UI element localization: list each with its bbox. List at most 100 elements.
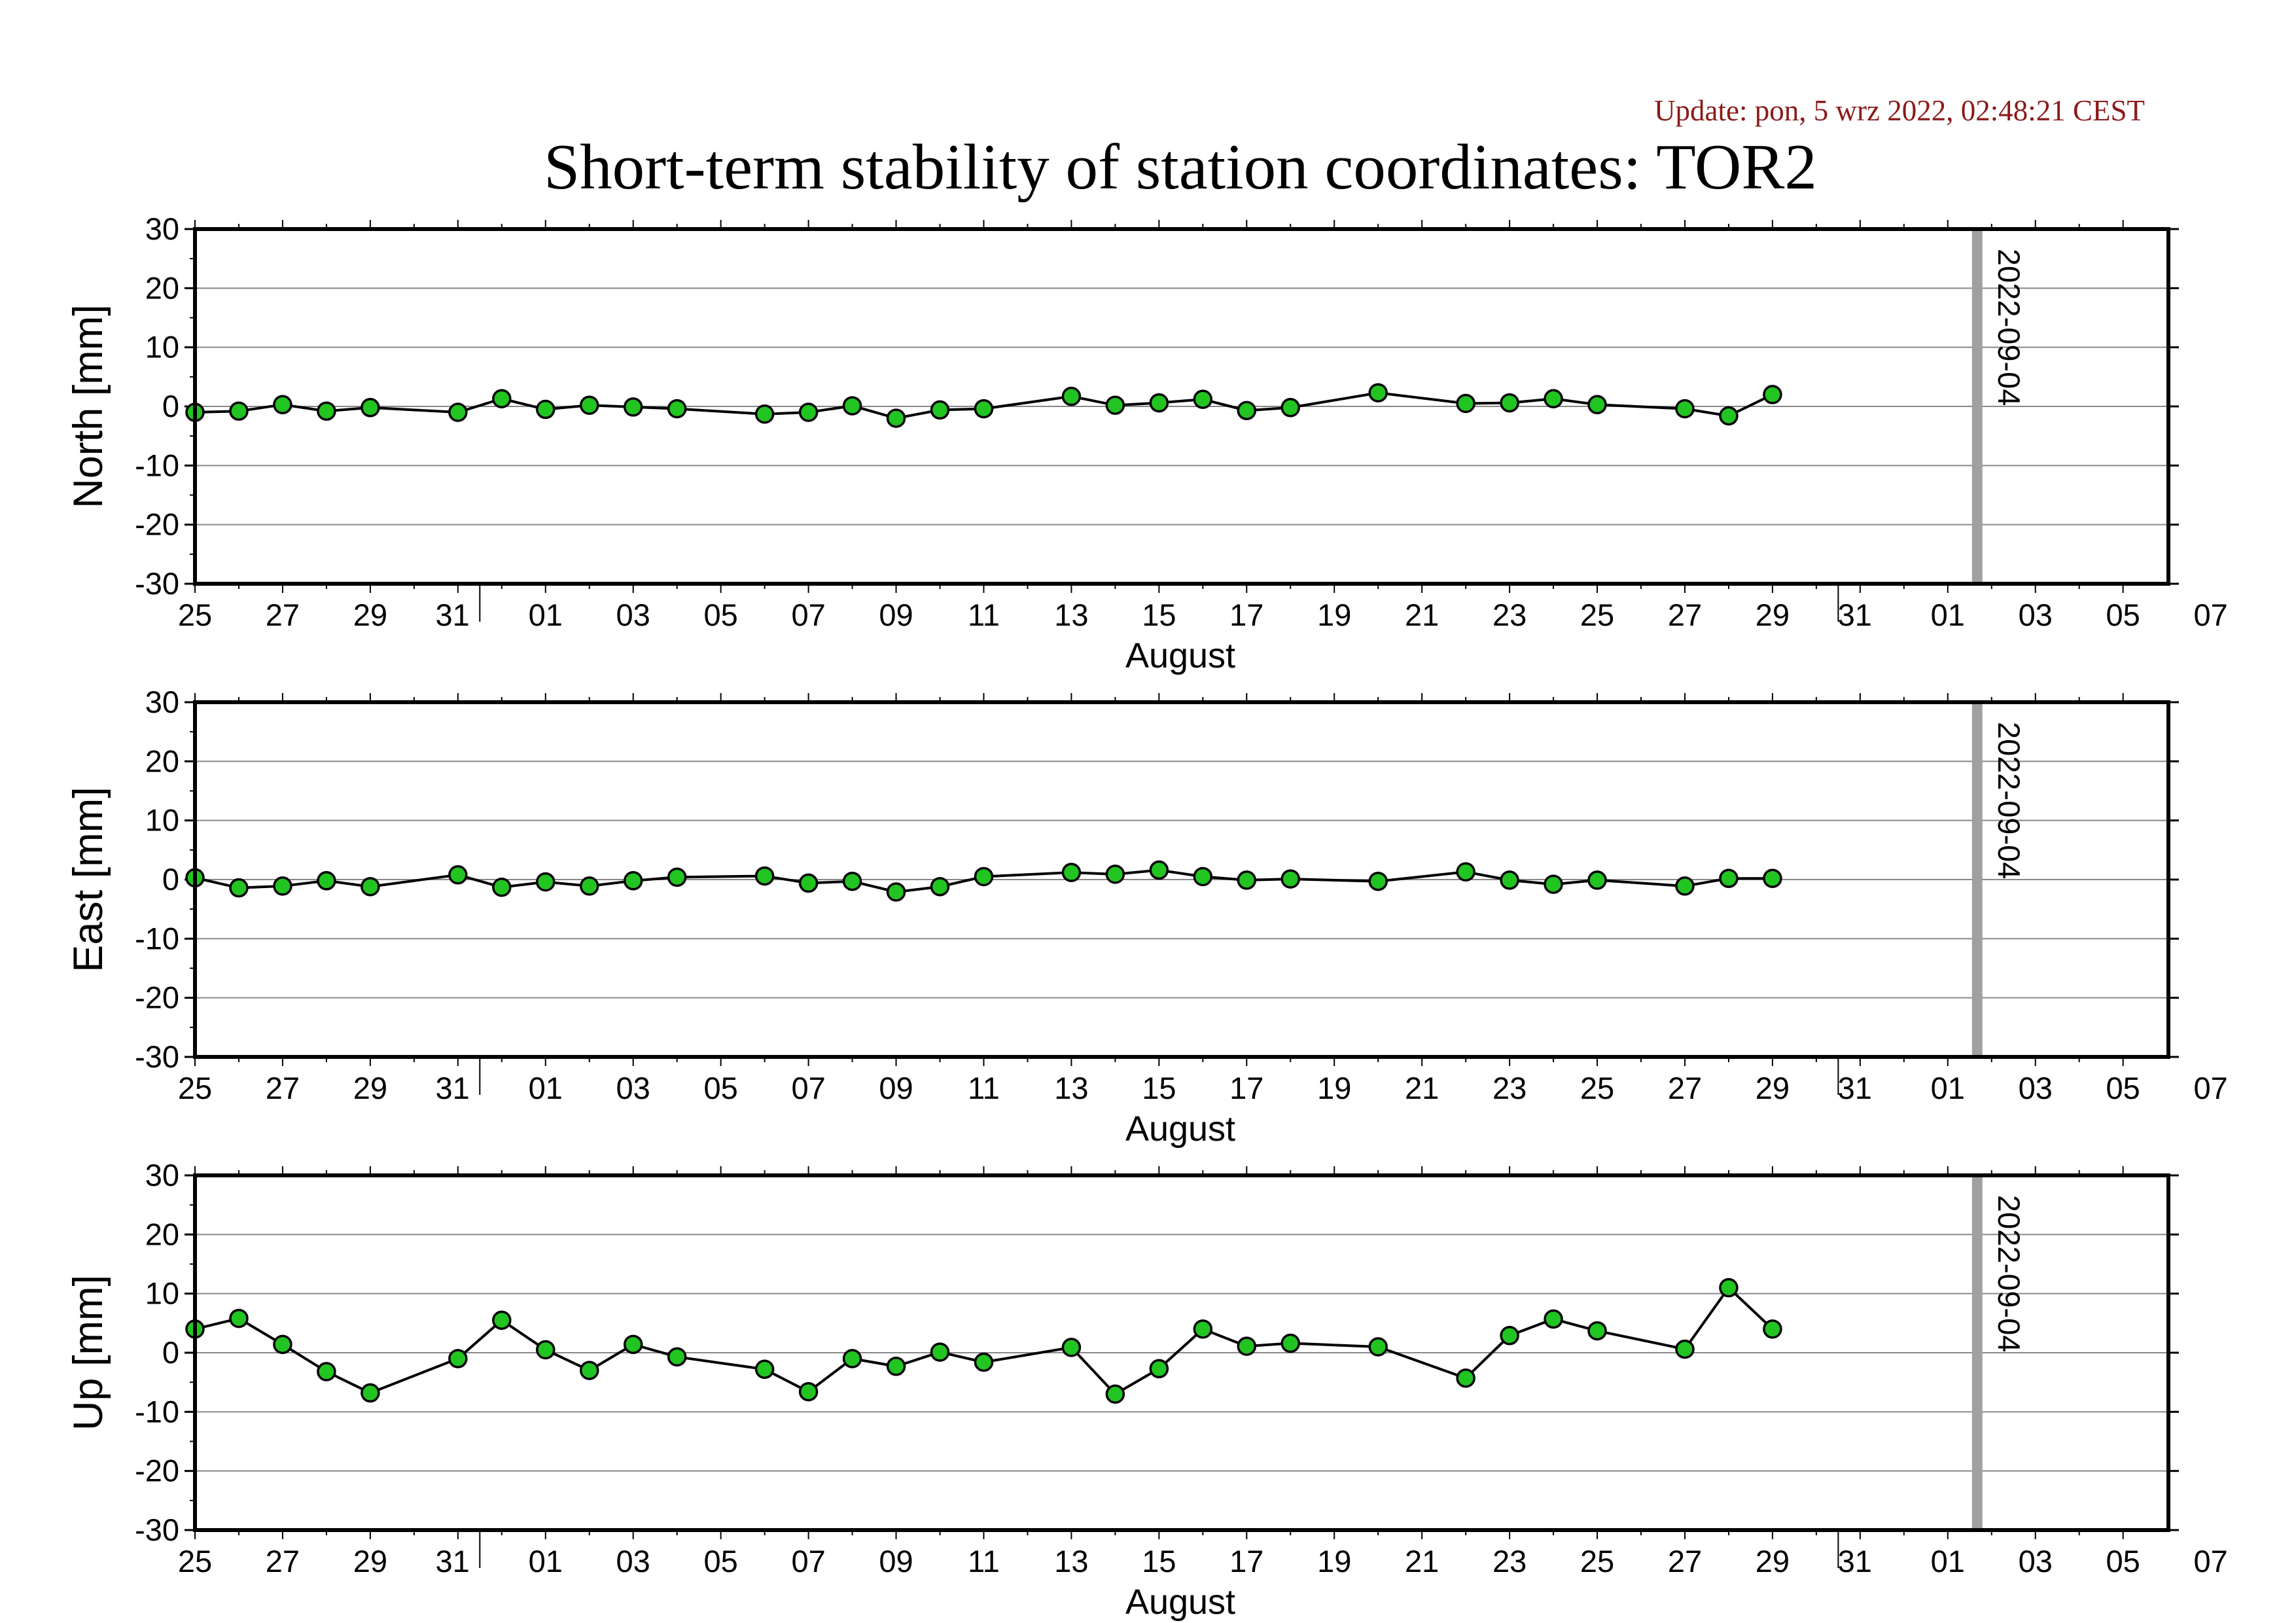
data-point xyxy=(361,398,380,418)
y-tick-label: 20 xyxy=(145,743,179,778)
data-point xyxy=(1500,870,1519,890)
x-tick-label: 23 xyxy=(1492,1071,1527,1105)
x-tick-label: 03 xyxy=(2019,1544,2053,1578)
y-tick-label: 30 xyxy=(145,211,179,246)
date-marker-label: 2022-09-04 xyxy=(1992,722,2026,879)
data-point xyxy=(1280,1333,1300,1353)
data-point xyxy=(317,401,336,421)
data-point xyxy=(842,1349,862,1368)
x-tick-label: 29 xyxy=(1756,1071,1790,1105)
data-point xyxy=(974,866,994,887)
x-tick-label: 17 xyxy=(1229,1071,1263,1105)
y-tick-label: 20 xyxy=(145,270,179,305)
data-point xyxy=(623,1334,643,1355)
x-tick-label: 01 xyxy=(1931,597,1965,632)
x-tick-label: 25 xyxy=(178,1544,212,1578)
x-tick-label: 07 xyxy=(2193,1544,2227,1578)
x-tick-label: 27 xyxy=(266,597,300,632)
x-tick-label: 09 xyxy=(879,1544,913,1578)
x-tick-label: 31 xyxy=(436,597,470,632)
x-tick-label: 23 xyxy=(1492,1544,1527,1578)
x-tick-label: 29 xyxy=(353,1071,387,1105)
data-point xyxy=(1587,395,1607,415)
chart-title: Short-term stability of station coordina… xyxy=(544,132,1817,203)
data-point xyxy=(579,876,599,896)
data-point xyxy=(886,1357,906,1376)
x-tick-label: 27 xyxy=(1668,597,1702,632)
x-tick-label: 01 xyxy=(529,1071,563,1105)
x-tick-label: 25 xyxy=(178,1071,212,1105)
x-axis-title: August xyxy=(1125,636,1235,675)
data-point xyxy=(1500,1326,1519,1346)
y-tick-label: 0 xyxy=(162,1335,179,1370)
data-point xyxy=(1763,385,1782,404)
data-point xyxy=(1544,874,1563,894)
y-axis-title: North [mm] xyxy=(65,304,111,508)
x-tick-label: 21 xyxy=(1405,597,1439,632)
x-axis-title: August xyxy=(1125,1109,1235,1149)
y-tick-label: 20 xyxy=(145,1217,179,1251)
x-tick-label: 19 xyxy=(1317,1071,1351,1105)
x-tick-label: 03 xyxy=(616,1071,650,1105)
panel-0: 30 20 10 0 -10 -20 -30 North [mm] 25 27 29 31 01 03 05… xyxy=(65,211,2228,675)
data-point xyxy=(1544,389,1563,409)
data-point xyxy=(886,408,906,428)
x-tick-label: 31 xyxy=(436,1544,470,1578)
data-point xyxy=(754,1359,775,1380)
x-tick-label: 19 xyxy=(1317,597,1351,632)
data-point xyxy=(1587,1321,1607,1341)
data-point xyxy=(1193,389,1213,409)
data-point xyxy=(667,399,687,419)
x-tick-label: 27 xyxy=(1668,1544,1702,1578)
plot-frame xyxy=(193,700,2170,1059)
data-point xyxy=(1105,1384,1125,1404)
y-tick-label: -30 xyxy=(135,1039,179,1074)
data-point xyxy=(1368,871,1388,891)
x-tick-label: 15 xyxy=(1142,597,1176,632)
date-marker-label: 2022-09-04 xyxy=(1992,1195,2026,1352)
data-point xyxy=(1368,1337,1388,1357)
x-tick-label: 29 xyxy=(1756,1544,1790,1578)
x-tick-label: 07 xyxy=(791,597,825,632)
data-point xyxy=(1149,1359,1169,1379)
x-tick-label: 19 xyxy=(1317,1544,1351,1578)
data-point xyxy=(1280,398,1300,418)
x-tick-label: 07 xyxy=(791,1544,825,1578)
x-tick-label: 05 xyxy=(2106,597,2140,632)
data-point xyxy=(1193,866,1213,887)
data-point xyxy=(1061,863,1082,882)
x-tick-label: 31 xyxy=(1838,597,1872,632)
x-tick-label: 31 xyxy=(1838,1071,1872,1105)
x-tick-label: 05 xyxy=(2106,1544,2140,1578)
data-point xyxy=(798,873,819,893)
data-point xyxy=(798,1382,819,1402)
y-tick-label: -20 xyxy=(135,980,179,1015)
x-tick-label: 11 xyxy=(968,1544,1000,1578)
series-line xyxy=(194,1285,1774,1396)
x-tick-label: 13 xyxy=(1054,1544,1088,1578)
x-axis-title: August xyxy=(1125,1582,1235,1622)
y-tick-label: 10 xyxy=(145,803,179,838)
data-point xyxy=(1149,860,1169,880)
data-point xyxy=(317,871,336,891)
data-point xyxy=(1719,406,1739,426)
data-point xyxy=(623,871,643,891)
y-tick-label: -30 xyxy=(135,566,179,601)
data-point xyxy=(886,882,906,902)
data-point xyxy=(1675,1339,1695,1359)
update-timestamp: Update: pon, 5 wrz 2022, 02:48:21 CEST xyxy=(1654,94,2145,127)
data-point xyxy=(1105,865,1125,884)
x-tick-label: 29 xyxy=(353,1544,387,1578)
x-tick-label: 05 xyxy=(2106,1071,2140,1105)
x-tick-label: 07 xyxy=(791,1071,825,1105)
data-point xyxy=(1456,393,1475,414)
data-point xyxy=(1763,868,1782,888)
data-point xyxy=(667,1347,687,1367)
data-point xyxy=(448,402,468,422)
x-tick-label: 11 xyxy=(968,1071,1000,1105)
x-tick-label: 27 xyxy=(266,1544,300,1578)
x-tick-label: 17 xyxy=(1229,597,1263,632)
date-marker-label: 2022-09-04 xyxy=(1992,249,2026,406)
y-tick-label: 30 xyxy=(145,1158,179,1192)
data-point xyxy=(1149,393,1169,413)
